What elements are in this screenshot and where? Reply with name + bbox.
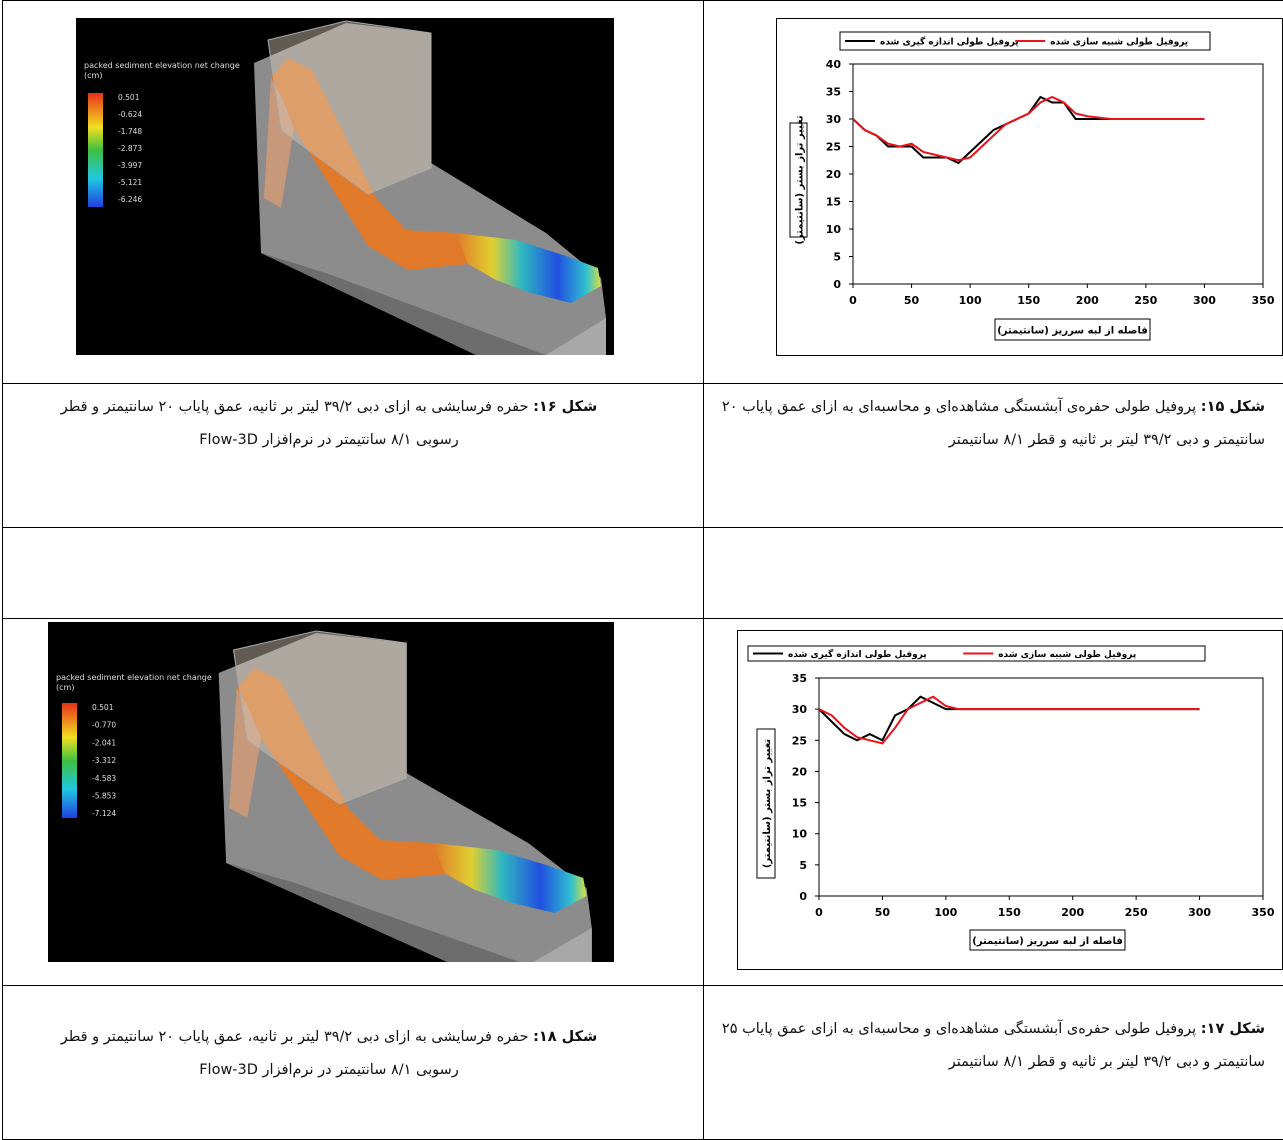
y-axis-label: تغییر تراز بستر (سانتیمتر) xyxy=(795,115,806,245)
chart: 0 5 10 15 20 25 30 35 40 0 50 100 150 200 250 300 350 پرو… xyxy=(776,18,1283,357)
x-tick-label: 0 xyxy=(815,906,823,919)
table-border xyxy=(2,527,1283,528)
legend-value: 0.501 xyxy=(92,703,114,712)
caption-text: حفره فرسایشی به ازای دبی ۳۹/۲ لیتر بر ثا… xyxy=(61,1029,529,1078)
legend-title: packed sediment elevation net change xyxy=(84,61,240,70)
x-tick-label: 150 xyxy=(998,906,1021,919)
legend-label: پروفیل طولی شبیه سازی شده xyxy=(998,650,1136,660)
caption: شکل ۱۷: پروفیل طولی حفره‌ی آبشستگی مشاهد… xyxy=(715,1013,1265,1079)
legend-value: -2.041 xyxy=(92,738,116,747)
legend-value: -2.873 xyxy=(118,144,142,153)
y-tick-label: 15 xyxy=(826,196,841,209)
table-border xyxy=(2,0,1283,1)
legend-label: پروفیل طولی اندازه گیری شده xyxy=(880,36,1019,48)
legend-label: پروفیل طولی اندازه گیری شده xyxy=(788,648,927,660)
legend-label: پروفیل طولی شبیه سازی شده xyxy=(1050,38,1188,48)
y-tick-label: 25 xyxy=(792,734,807,747)
x-tick-label: 200 xyxy=(1076,294,1099,307)
legend-value: -5.121 xyxy=(118,178,142,187)
x-tick-label: 50 xyxy=(904,294,920,307)
x-tick-label: 100 xyxy=(959,294,982,307)
y-tick-label: 0 xyxy=(799,890,807,903)
simulation-image: packed sediment elevation net change(cm)… xyxy=(48,622,614,962)
y-tick-label: 10 xyxy=(826,223,842,236)
legend-value: -6.246 xyxy=(118,195,142,204)
page: { "chart_data": [ { "type": "line", "x_l… xyxy=(0,0,1283,1140)
legend-unit: (cm) xyxy=(84,71,102,80)
y-tick-label: 35 xyxy=(826,86,841,99)
x-axis-label: فاصله از لبه سرریز (سانتیمتر) xyxy=(972,936,1123,947)
x-tick-label: 250 xyxy=(1125,906,1148,919)
legend-value: -7.124 xyxy=(92,809,116,818)
y-tick-label: 5 xyxy=(799,859,807,872)
y-tick-label: 20 xyxy=(792,765,808,778)
x-axis-label: فاصله از لبه سرریز (سانتیمتر) xyxy=(997,326,1148,337)
caption-label: شکل ۱۷: xyxy=(1201,1021,1265,1037)
legend-value: -5.853 xyxy=(92,792,116,801)
legend-value: -3.312 xyxy=(92,756,116,765)
caption-label: شکل ۱۸: xyxy=(533,1029,597,1045)
legend-title: packed sediment elevation net change xyxy=(56,673,212,682)
legend-value: 0.501 xyxy=(118,93,140,102)
y-tick-label: 25 xyxy=(826,141,841,154)
y-tick-label: 10 xyxy=(792,828,808,841)
y-tick-label: 0 xyxy=(833,278,841,291)
y-tick-label: 5 xyxy=(833,251,841,264)
x-tick-label: 300 xyxy=(1193,294,1216,307)
legend-value: -0.624 xyxy=(118,110,142,119)
caption-text: پروفیل طولی حفره‌ی آبشستگی مشاهده‌ای و م… xyxy=(722,1021,1265,1070)
legend-value: -1.748 xyxy=(118,127,142,136)
caption-text: حفره فرسایشی به ازای دبی ۳۹/۲ لیتر بر ثا… xyxy=(61,399,529,448)
caption: شکل ۱۵: پروفیل طولی حفره‌ی آبشستگی مشاهد… xyxy=(715,391,1265,457)
x-tick-label: 50 xyxy=(875,906,891,919)
table-border xyxy=(2,985,1283,986)
table-border xyxy=(703,0,704,1140)
legend-value: -0.770 xyxy=(92,721,116,730)
y-tick-label: 30 xyxy=(792,703,808,716)
x-tick-label: 200 xyxy=(1061,906,1084,919)
y-tick-label: 40 xyxy=(826,58,842,71)
caption: شکل ۱۶: حفره فرسایشی به ازای دبی ۳۹/۲ لی… xyxy=(40,391,618,457)
legend-value: -4.583 xyxy=(92,774,116,783)
simulation-image: packed sediment elevation net change(cm)… xyxy=(76,18,614,355)
x-tick-label: 100 xyxy=(934,906,957,919)
caption: شکل ۱۸: حفره فرسایشی به ازای دبی ۳۹/۲ لی… xyxy=(40,1021,618,1087)
y-tick-label: 15 xyxy=(792,797,807,810)
y-tick-label: 35 xyxy=(792,672,807,685)
x-tick-label: 150 xyxy=(1017,294,1040,307)
x-tick-label: 250 xyxy=(1134,294,1157,307)
color-bar xyxy=(88,93,103,207)
x-tick-label: 350 xyxy=(1252,294,1275,307)
x-tick-label: 0 xyxy=(849,294,857,307)
x-tick-label: 350 xyxy=(1252,906,1275,919)
caption-label: شکل ۱۶: xyxy=(533,399,597,415)
legend-value: -3.997 xyxy=(118,161,142,170)
color-bar xyxy=(62,703,77,818)
table-border xyxy=(2,0,3,1140)
table-border xyxy=(2,383,1283,384)
y-tick-label: 20 xyxy=(826,168,842,181)
x-tick-label: 300 xyxy=(1188,906,1211,919)
legend-unit: (cm) xyxy=(56,683,74,692)
caption-label: شکل ۱۵: xyxy=(1201,399,1265,415)
table-border xyxy=(2,618,1283,619)
y-tick-label: 30 xyxy=(826,113,842,126)
y-axis-label: تغییر تراز بستر (سانتیمتر) xyxy=(762,739,773,869)
caption-text: پروفیل طولی حفره‌ی آبشستگی مشاهده‌ای و م… xyxy=(722,399,1265,448)
